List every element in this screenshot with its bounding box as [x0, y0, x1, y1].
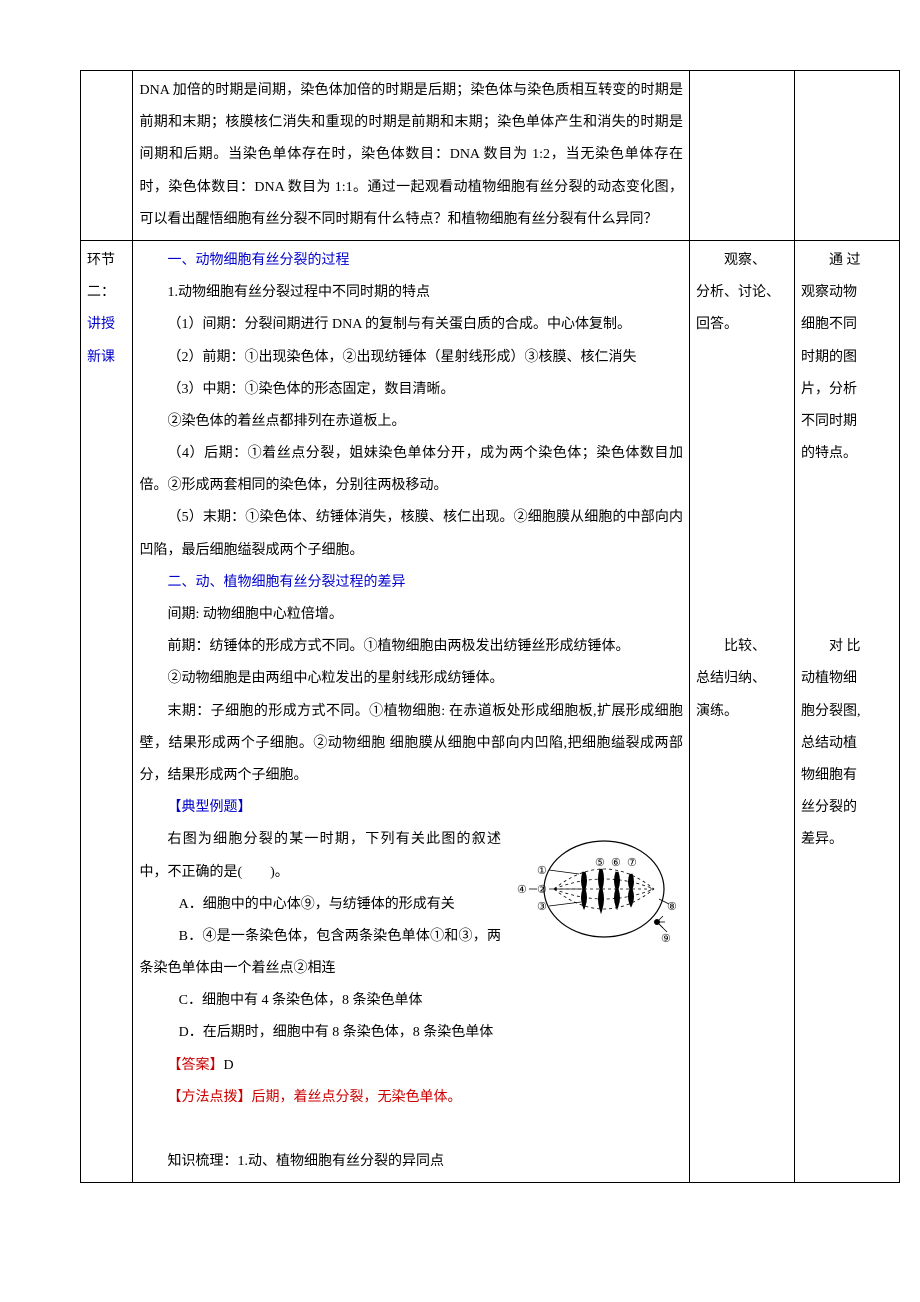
paragraph: ②染色体的着丝点都排列在赤道板上。 [139, 406, 683, 438]
answer-line: 【答案】D [139, 1050, 683, 1082]
intent-text: 不同时期 [801, 406, 893, 438]
svg-text:⑦: ⑦ [627, 857, 637, 869]
svg-text:①: ① [537, 865, 547, 877]
paragraph: ②动物细胞是由两组中心粒发出的星射线形成纺锤体。 [139, 663, 683, 695]
svg-text:⑤: ⑤ [595, 857, 605, 869]
example-heading: 【典型例题】 [139, 792, 683, 824]
cell-label-empty [81, 71, 133, 241]
paragraph: 间期: 动物细胞中心粒倍增。 [139, 599, 683, 631]
cell-label-2: 环节 二： 讲授 新课 [81, 240, 133, 1182]
paragraph: 末期：子细胞的形成方式不同。①植物细胞: 在赤道板处形成细胞板,扩展形成细胞壁，… [139, 696, 683, 793]
paragraph: （5）末期：①染色体、纺锤体消失，核膜、核仁出现。②细胞膜从细胞的中部向内凹陷，… [139, 502, 683, 566]
table-row: 环节 二： 讲授 新课 一、动物细胞有丝分裂的过程 1.动物细胞有丝分裂过程中不… [81, 240, 900, 1182]
cell-content-2: 一、动物细胞有丝分裂的过程 1.动物细胞有丝分裂过程中不同时期的特点 （1）间期… [133, 240, 690, 1182]
paragraph: （4）后期：①着丝点分裂，姐妹染色单体分开，成为两个染色体；染色体数目加倍。②形… [139, 438, 683, 502]
lesson-table: DNA 加倍的时期是间期，染色体加倍的时期是后期；染色体与染色质相互转变的时期是… [80, 70, 900, 1183]
svg-text:⑧: ⑧ [667, 901, 677, 913]
student-text: 回答。 [696, 309, 788, 341]
paragraph: （1）间期：分裂间期进行 DNA 的复制与有关蛋白质的合成。中心体复制。 [139, 309, 683, 341]
paragraph: 前期：纺锤体的形成方式不同。①植物细胞由两极发出纺锤丝形成纺锤体。 [139, 631, 683, 663]
cell-student-2: 观察、 分析、讨论、 回答。 比较、 总结归纳、 演练。 [689, 240, 794, 1182]
student-text: 观察、 [696, 245, 788, 277]
student-text: 比较、 [696, 631, 788, 663]
cell-diagram-svg: ① ② ③ ④ ⑤ ⑥ ⑦ ⑧ ⑨ [509, 824, 679, 954]
paragraph: 知识梳理：1.动、植物细胞有丝分裂的异同点 [139, 1146, 683, 1178]
intent-text: 差异。 [801, 824, 893, 856]
paragraph: DNA 加倍的时期是间期，染色体加倍的时期是后期；染色体与染色质相互转变的时期是… [139, 75, 683, 236]
cell-intent-empty [794, 71, 899, 241]
cell-diagram: ① ② ③ ④ ⑤ ⑥ ⑦ ⑧ ⑨ [509, 824, 679, 954]
intent-text: 动植物细 [801, 663, 893, 695]
cell-intent-2: 通 过 观察动物 细胞不同 时期的图 片，分析 不同时期 的特点。 对 比 动植… [794, 240, 899, 1182]
svg-text:⑥: ⑥ [611, 857, 621, 869]
answer-value: D [223, 1058, 233, 1073]
cell-content-1: DNA 加倍的时期是间期，染色体加倍的时期是后期；染色体与染色质相互转变的时期是… [133, 71, 690, 241]
intent-text: 胞分裂图, [801, 696, 893, 728]
student-text: 分析、讨论、 [696, 277, 788, 309]
intent-text: 的特点。 [801, 438, 893, 470]
intent-text: 总结动植 [801, 728, 893, 760]
svg-text:②: ② [537, 884, 547, 896]
method-label: 【方法点拨】 [167, 1090, 251, 1105]
intent-text: 物细胞有 [801, 760, 893, 792]
svg-text:③: ③ [537, 901, 547, 913]
answer-label: 【答案】 [167, 1058, 223, 1073]
method-text: 后期，着丝点分裂，无染色单体。 [251, 1090, 461, 1105]
paragraph: 1.动物细胞有丝分裂过程中不同时期的特点 [139, 277, 683, 309]
student-text: 演练。 [696, 696, 788, 728]
option: C．细胞中有 4 条染色体，8 条染色单体 [139, 985, 683, 1017]
student-text: 总结归纳、 [696, 663, 788, 695]
svg-text:④: ④ [517, 884, 527, 896]
label-text: 讲授 [87, 309, 126, 341]
intent-text: 时期的图 [801, 342, 893, 374]
section-heading: 一、动物细胞有丝分裂的过程 [139, 245, 683, 277]
section-heading: 二、动、植物细胞有丝分裂过程的差异 [139, 567, 683, 599]
intent-text: 丝分裂的 [801, 792, 893, 824]
svg-text:⑨: ⑨ [661, 933, 671, 945]
paragraph: （2）前期：①出现染色体，②出现纺锤体（星射线形成）③核膜、核仁消失 [139, 342, 683, 374]
label-text: 二： [87, 277, 126, 309]
intent-text: 细胞不同 [801, 309, 893, 341]
intent-text: 通 过 [801, 245, 893, 277]
intent-text: 片，分析 [801, 374, 893, 406]
option: D．在后期时，细胞中有 8 条染色体，8 条染色单体 [139, 1017, 683, 1049]
method-line: 【方法点拨】后期，着丝点分裂，无染色单体。 [139, 1082, 683, 1114]
label-text: 新课 [87, 342, 126, 374]
intent-text: 对 比 [801, 631, 893, 663]
intent-text: 观察动物 [801, 277, 893, 309]
cell-student-empty [689, 71, 794, 241]
label-text: 环节 [87, 245, 126, 277]
paragraph: （3）中期：①染色体的形态固定，数目清晰。 [139, 374, 683, 406]
table-row: DNA 加倍的时期是间期，染色体加倍的时期是后期；染色体与染色质相互转变的时期是… [81, 71, 900, 241]
